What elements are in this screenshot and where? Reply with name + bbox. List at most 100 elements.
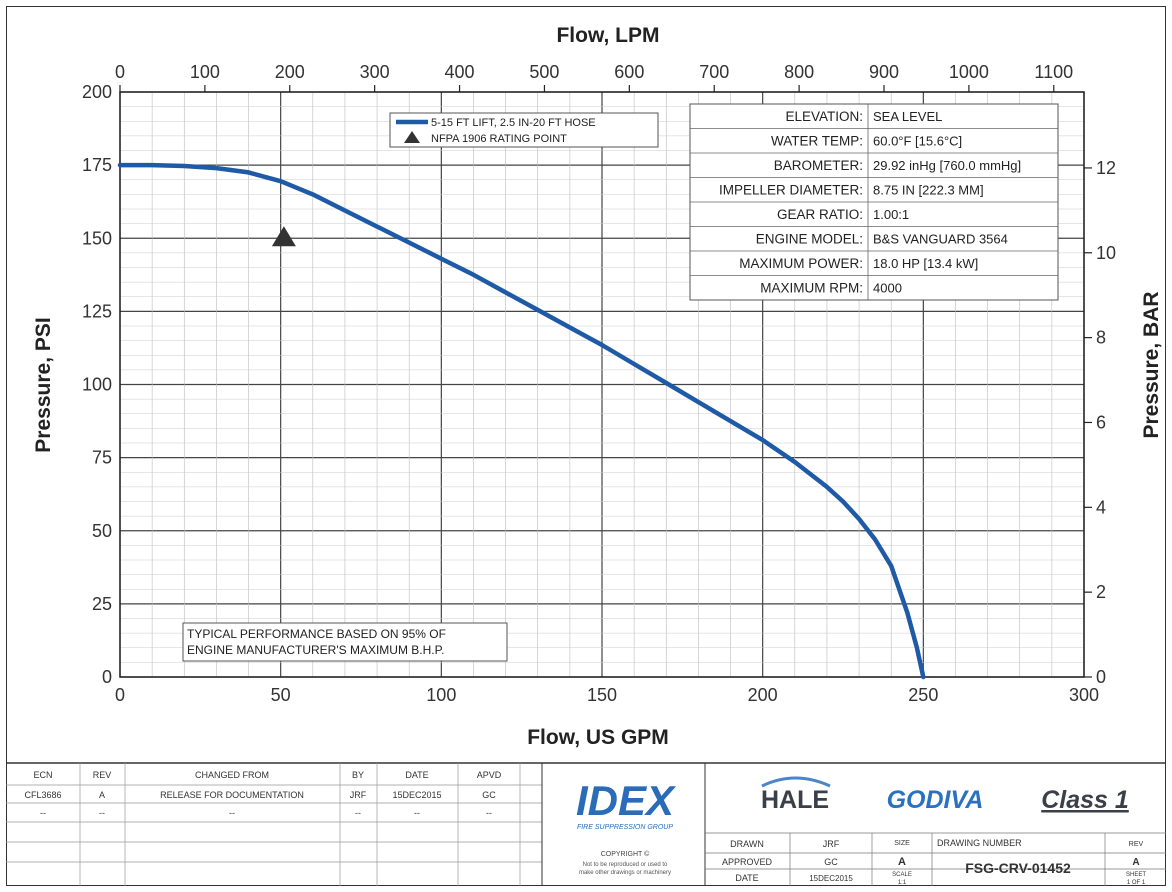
info-value: 29.92 inHg [760.0 mmHg] (873, 158, 1021, 173)
info-label: GEAR RATIO: (777, 207, 863, 222)
x-tick-label: 250 (908, 685, 938, 705)
copyright-line: Not to be reproduced or used to (583, 862, 668, 868)
series-line (117, 162, 926, 680)
info-value: 1.00:1 (873, 207, 909, 222)
legend-swatch-triangle (404, 131, 420, 143)
x2-tick-label: 600 (614, 62, 644, 82)
x-tick-label: 200 (748, 685, 778, 705)
copyright-title: COPYRIGHT © (601, 850, 650, 858)
legend-label-point: NFPA 1906 RATING POINT (431, 133, 567, 145)
y-tick-label: 75 (92, 448, 112, 468)
rev-cell: -- (486, 808, 492, 818)
approved-value: GC (824, 857, 838, 867)
idex-tagline: FIRE SUPPRESSION GROUP (577, 824, 673, 831)
tick-labels: 0 50 100 150 200 250 3000255075100125150175200… (82, 62, 1116, 705)
godiva-logo: GODIVA (887, 786, 984, 814)
scale-value: 1:1 (898, 880, 907, 886)
sheet-label: SHEET (1126, 872, 1146, 878)
rev-label: REV (1129, 841, 1144, 848)
info-label: ENGINE MODEL: (756, 232, 863, 247)
y-tick-label: 200 (82, 82, 112, 102)
drawn-value: JRF (823, 839, 840, 849)
grid-lines (119, 91, 1085, 678)
x-tick-label: 50 (271, 685, 291, 705)
info-label: IMPELLER DIAMETER: (719, 183, 863, 198)
info-value: 18.0 HP [13.4 kW] (873, 256, 978, 271)
x-tick-label: 300 (1069, 685, 1099, 705)
hale-logo-arc (761, 776, 831, 788)
y2-tick-label: 10 (1096, 243, 1116, 263)
rev-header: DATE (405, 770, 428, 780)
plot-border (119, 91, 1085, 678)
x2-tick-label: 1000 (949, 62, 989, 82)
y-tick-label: 175 (82, 155, 112, 175)
x2-tick-label: 700 (699, 62, 729, 82)
y2-tick-label: 6 (1096, 412, 1106, 432)
info-value: 60.0°F [15.6°C] (873, 134, 962, 149)
annotation-box-border (182, 622, 508, 662)
axes (119, 85, 1092, 678)
rev-cell: 15DEC2015 (392, 790, 441, 800)
rev-cell: CFL3686 (24, 790, 61, 800)
rev-cell: -- (414, 808, 420, 818)
rev-header: APVD (477, 770, 502, 780)
info-label: MAXIMUM POWER: (739, 256, 863, 271)
y2-tick-label: 8 (1096, 328, 1106, 348)
y-tick-label: 50 (92, 521, 112, 541)
sheet-value: 1 OF 1 (1127, 880, 1146, 886)
size-value: A (898, 856, 906, 868)
info-label: MAXIMUM RPM: (760, 281, 863, 296)
info-value: 8.75 IN [222.3 MM] (873, 183, 984, 198)
x2-tick-label: 500 (529, 62, 559, 82)
x-tick-label: 100 (426, 685, 456, 705)
y-tick-label: 125 (82, 301, 112, 321)
idex-logo: IDEX (576, 777, 677, 824)
rev-cell: JRF (350, 790, 367, 800)
x2-axis-title: Flow, LPM (556, 24, 659, 47)
rev-cell: A (99, 790, 105, 800)
points-layer (271, 226, 296, 247)
hale-logo: HALE (761, 786, 829, 814)
y2-axis-title: Pressure, BAR (1140, 291, 1163, 438)
annotation-line: TYPICAL PERFORMANCE BASED ON 95% OF (187, 627, 446, 641)
x2-tick-label: 200 (275, 62, 305, 82)
rev-cell: GC (482, 790, 496, 800)
scale-label: SCALE (892, 872, 912, 878)
x2-tick-label: 900 (869, 62, 899, 82)
y-tick-label: 25 (92, 594, 112, 614)
date-value: 15DEC2015 (809, 874, 853, 883)
x2-tick-label: 1100 (1034, 62, 1073, 82)
x2-tick-label: 400 (445, 62, 475, 82)
y2-tick-label: 4 (1096, 497, 1106, 517)
rev-cell: RELEASE FOR DOCUMENTATION (160, 790, 304, 800)
y2-tick-label: 12 (1096, 158, 1116, 178)
size-label: SIZE (894, 840, 910, 847)
x-axis-title: Flow, US GPM (527, 726, 669, 749)
info-label: BAROMETER: (774, 158, 863, 173)
x2-tick-label: 300 (360, 62, 390, 82)
date-label: DATE (735, 873, 758, 883)
x2-tick-label: 0 (115, 62, 125, 82)
info-label: ELEVATION: (785, 109, 863, 124)
rev-cell: -- (355, 808, 361, 818)
x-tick-label: 0 (115, 685, 125, 705)
y-tick-label: 150 (82, 228, 112, 248)
y-tick-label: 0 (102, 667, 112, 687)
annotation-box: TYPICAL PERFORMANCE BASED ON 95% OF ENGIN… (182, 622, 508, 662)
rev-cell: -- (40, 808, 46, 818)
y-tick-label: 100 (82, 375, 112, 395)
drawing-number: FSG-CRV-01452 (965, 860, 1071, 876)
annotation-line: ENGINE MANUFACTURER'S MAXIMUM B.H.P. (187, 643, 444, 657)
rev-cell: -- (99, 808, 105, 818)
legend-label-series: 5-15 FT LIFT, 2.5 IN-20 FT HOSE (431, 117, 596, 129)
x2-tick-label: 100 (190, 62, 220, 82)
approved-label: APPROVED (722, 857, 773, 867)
rev-header: ECN (33, 770, 52, 780)
rev-cell: -- (229, 808, 235, 818)
info-table: ELEVATION: SEA LEVEL WATER TEMP: 60.0°F [15… (689, 103, 1059, 301)
drawing-number-label: DRAWING NUMBER (937, 838, 1022, 848)
rating-point-marker (271, 226, 296, 247)
copyright-line: make other drawings or machinery (579, 870, 671, 876)
y2-tick-label: 2 (1096, 582, 1106, 602)
